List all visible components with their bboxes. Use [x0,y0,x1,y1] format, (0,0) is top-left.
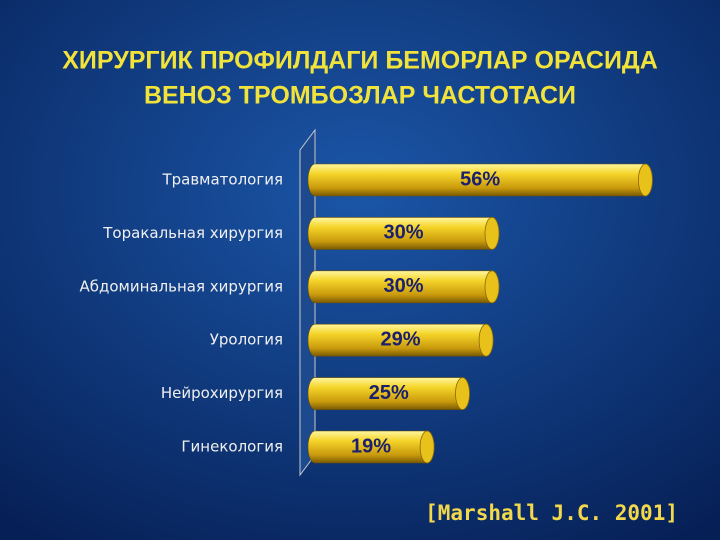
bar-cap [419,430,435,464]
value-label: 56% [460,168,500,190]
chart-title: ВЕНОЗ ТРОМБОЗЛАР ЧАСТОТАСИ [144,82,576,110]
category-label: Нейрохирургия [161,384,283,402]
category-label: Абдоминальная хирургия [79,277,283,295]
bar-cap [455,377,470,411]
value-label: 29% [381,328,421,350]
value-label: 19% [351,435,391,457]
category-label: Торакальная хирургия [102,224,283,242]
value-label: 30% [383,222,423,244]
bar-cap [638,163,653,197]
source: [Marshall J.C. 2001] [425,501,678,525]
chart-title: ХИРУРГИК ПРОФИЛДАГИ БЕМОРЛАР ОРАСИДА [62,47,658,75]
bar-cap [484,216,500,250]
bar-cap [484,270,500,304]
category-label: Урология [210,331,283,349]
value-label: 25% [369,382,409,404]
category-label: Травматология [161,171,283,189]
bar-cap [478,323,494,357]
value-label: 30% [383,275,423,297]
category-label: Гинекология [181,438,283,456]
